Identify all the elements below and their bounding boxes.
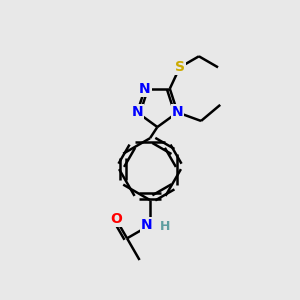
Text: N: N (141, 218, 153, 232)
Text: N: N (131, 105, 143, 119)
Text: N: N (139, 82, 151, 96)
Text: N: N (172, 105, 183, 119)
Text: S: S (175, 60, 185, 74)
Text: H: H (160, 220, 170, 233)
Text: O: O (110, 212, 122, 226)
